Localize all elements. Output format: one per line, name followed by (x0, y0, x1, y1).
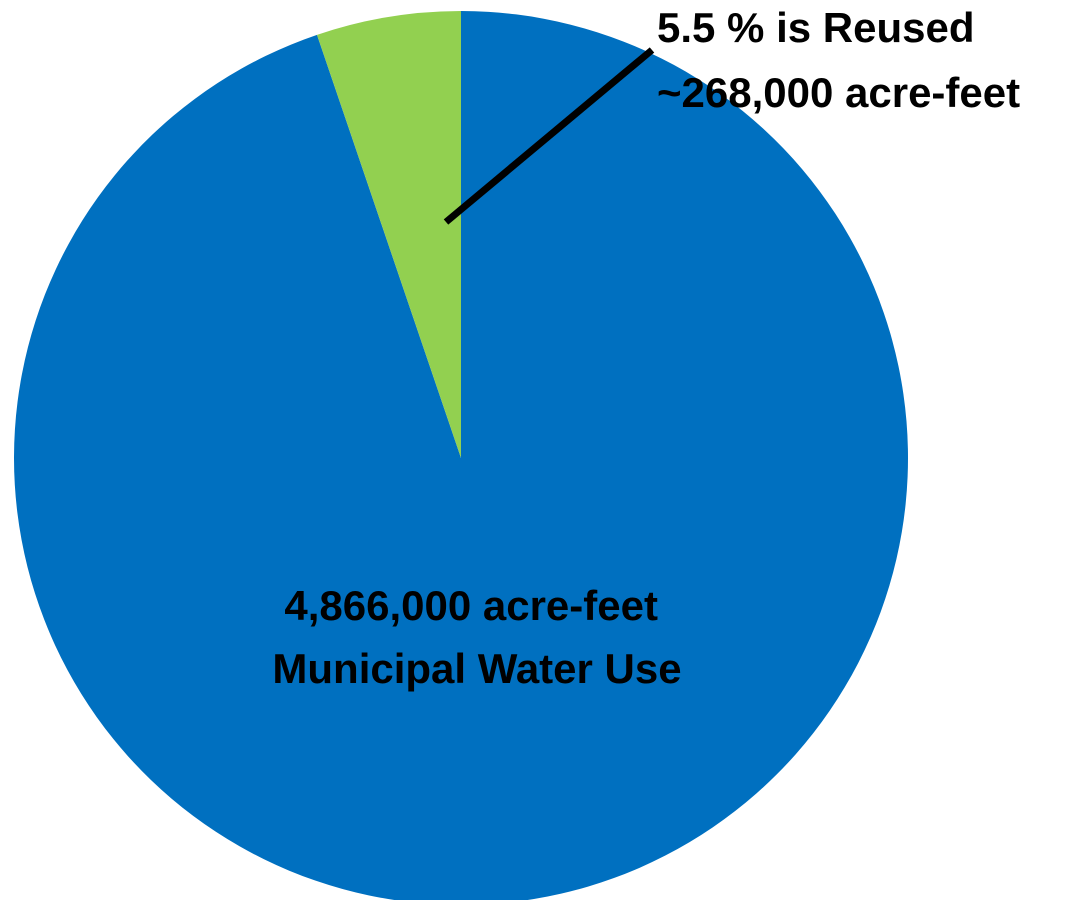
callout-label: 5.5 % is Reused ~268,000 acre-feet (657, 4, 1020, 116)
pie-slices (14, 11, 908, 900)
callout-leader-line (443, 47, 655, 225)
callout-label-line1: 5.5 % is Reused (657, 4, 974, 51)
main-slice-label: 4,866,000 acre-feet Municipal Water Use (272, 582, 681, 692)
callout-label-line2: ~268,000 acre-feet (657, 69, 1020, 116)
pie-slice-reused (317, 11, 461, 458)
main-slice-category-label: Municipal Water Use (272, 645, 681, 692)
main-slice-value-label: 4,866,000 acre-feet (284, 582, 658, 629)
pie-slice-municipal-use (14, 11, 908, 900)
